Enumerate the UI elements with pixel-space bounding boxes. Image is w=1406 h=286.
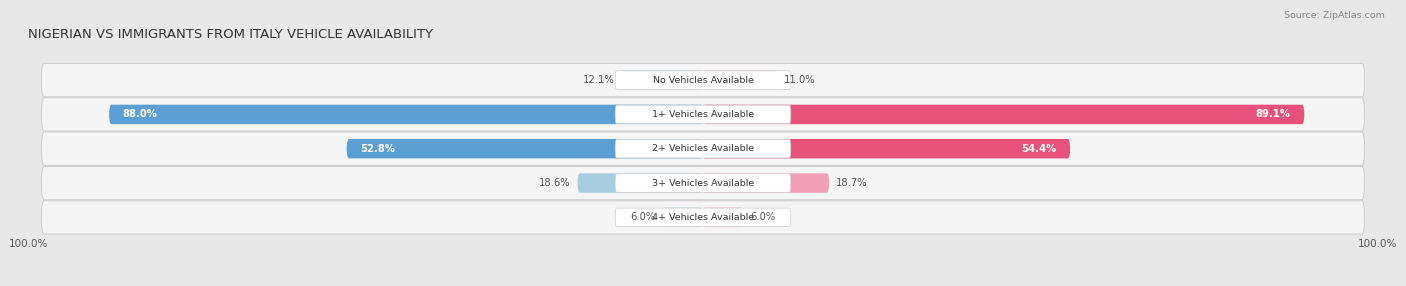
FancyBboxPatch shape (662, 208, 703, 227)
Text: No Vehicles Available: No Vehicles Available (652, 76, 754, 85)
Text: 18.7%: 18.7% (837, 178, 868, 188)
Text: 6.0%: 6.0% (630, 212, 655, 222)
Text: 18.6%: 18.6% (538, 178, 571, 188)
FancyBboxPatch shape (616, 71, 790, 89)
FancyBboxPatch shape (347, 139, 703, 158)
Text: 4+ Vehicles Available: 4+ Vehicles Available (652, 213, 754, 222)
Text: 88.0%: 88.0% (122, 110, 157, 119)
Text: 3+ Vehicles Available: 3+ Vehicles Available (652, 178, 754, 188)
Text: 52.8%: 52.8% (360, 144, 395, 154)
Text: 54.4%: 54.4% (1021, 144, 1057, 154)
Text: 2+ Vehicles Available: 2+ Vehicles Available (652, 144, 754, 153)
Text: NIGERIAN VS IMMIGRANTS FROM ITALY VEHICLE AVAILABILITY: NIGERIAN VS IMMIGRANTS FROM ITALY VEHICL… (28, 28, 433, 41)
FancyBboxPatch shape (703, 70, 778, 90)
FancyBboxPatch shape (703, 105, 1305, 124)
Text: 11.0%: 11.0% (785, 75, 815, 85)
FancyBboxPatch shape (703, 139, 1070, 158)
FancyBboxPatch shape (42, 201, 1364, 234)
FancyBboxPatch shape (616, 105, 790, 124)
FancyBboxPatch shape (616, 140, 790, 158)
FancyBboxPatch shape (42, 63, 1364, 97)
Text: Source: ZipAtlas.com: Source: ZipAtlas.com (1284, 11, 1385, 20)
FancyBboxPatch shape (578, 173, 703, 193)
FancyBboxPatch shape (616, 208, 790, 227)
FancyBboxPatch shape (616, 174, 790, 192)
Text: 1+ Vehicles Available: 1+ Vehicles Available (652, 110, 754, 119)
FancyBboxPatch shape (621, 70, 703, 90)
FancyBboxPatch shape (703, 173, 830, 193)
FancyBboxPatch shape (42, 166, 1364, 200)
FancyBboxPatch shape (42, 98, 1364, 131)
Text: 12.1%: 12.1% (583, 75, 614, 85)
Text: 89.1%: 89.1% (1256, 110, 1291, 119)
FancyBboxPatch shape (703, 208, 744, 227)
Text: 6.0%: 6.0% (751, 212, 776, 222)
FancyBboxPatch shape (110, 105, 703, 124)
FancyBboxPatch shape (42, 132, 1364, 165)
